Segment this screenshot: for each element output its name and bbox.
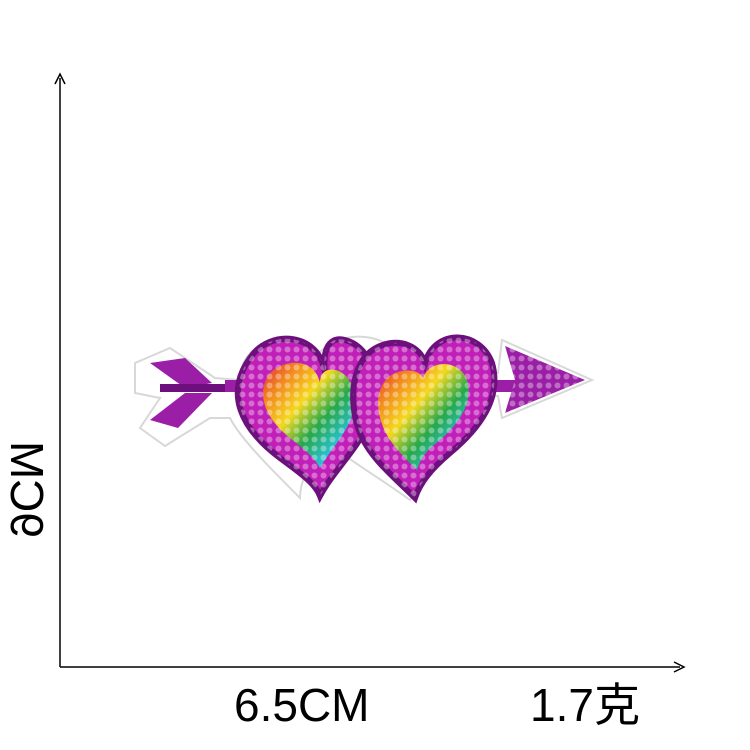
width-axis-arrow-icon bbox=[673, 661, 686, 673]
width-dimension-label: 6.5CM bbox=[234, 679, 370, 731]
height-dimension-label: 9CM bbox=[1, 440, 53, 538]
double-heart-arrow-sequin-patch-icon bbox=[134, 334, 595, 504]
weight-label: 1.7克 bbox=[530, 679, 640, 731]
height-axis-arrow-icon bbox=[54, 72, 66, 85]
